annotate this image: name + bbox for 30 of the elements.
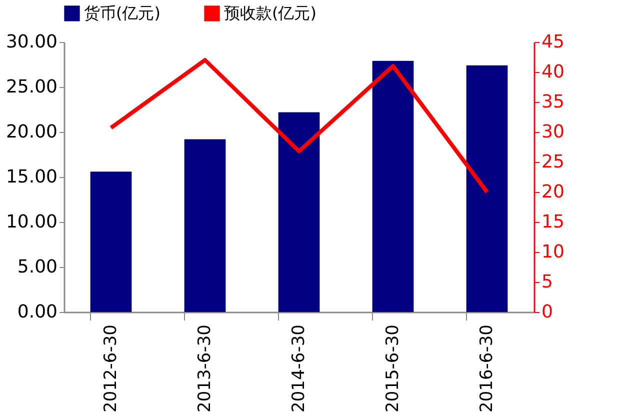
y2-tick-label: 30 [542, 122, 564, 142]
y-tick-label: 10.00 [6, 212, 58, 232]
legend-label: 预收款(亿元) [224, 3, 316, 22]
x-tick-label: 2016-6-30 [477, 324, 497, 412]
x-tick-label: 2013-6-30 [195, 324, 215, 412]
legend-label: 货币(亿元) [84, 3, 160, 22]
y2-tick-label: 20 [542, 182, 564, 202]
bar [372, 60, 414, 312]
y2-tick-label: 15 [542, 212, 564, 232]
y2-tick-label: 25 [542, 152, 564, 172]
y-tick-label: 20.00 [6, 122, 58, 142]
y2-tick-label: 0 [542, 302, 553, 322]
y-tick-label: 30.00 [6, 32, 58, 52]
bar [278, 112, 320, 312]
y2-tick-label: 10 [542, 242, 564, 262]
y2-tick-label: 35 [542, 92, 564, 112]
y-tick-label: 0.00 [17, 302, 58, 322]
y2-tick-label: 5 [542, 272, 553, 292]
y-tick-label: 25.00 [6, 76, 58, 98]
x-tick-label: 2015-6-30 [383, 324, 403, 412]
bar [90, 172, 132, 312]
y-tick-label: 15.00 [6, 166, 58, 188]
line-series [109, 58, 489, 194]
bar [466, 65, 508, 312]
x-tick-label: 2014-6-30 [289, 324, 309, 412]
y-tick-label: 5.00 [17, 256, 58, 278]
y2-tick-label: 40 [542, 62, 564, 82]
x-tick-label: 2012-6-30 [101, 324, 121, 412]
y2-tick-label: 45 [542, 32, 564, 52]
bar [184, 139, 226, 312]
